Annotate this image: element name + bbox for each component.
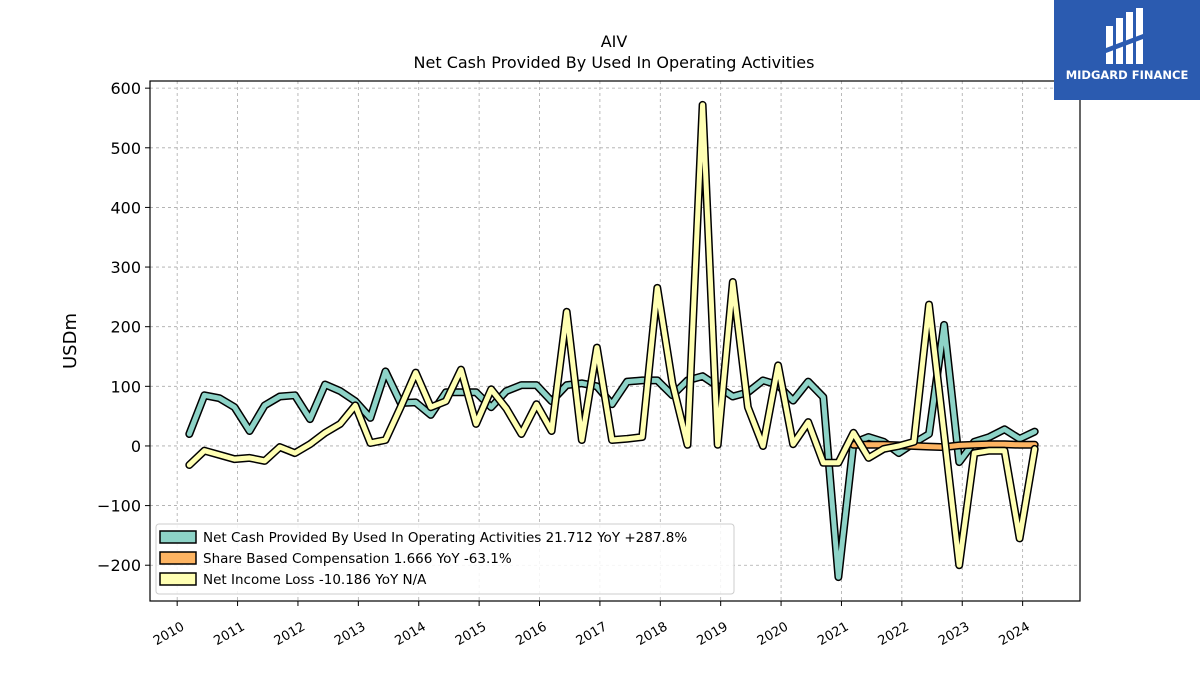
chart-subtitle: Net Cash Provided By Used In Operating A… [414, 53, 815, 72]
x-tick-label: 2024 [996, 619, 1032, 649]
y-axis-label: USDm [60, 313, 81, 369]
y-tick-label: 400 [110, 198, 141, 217]
brand-name: MIDGARD FINANCE [1065, 68, 1189, 82]
y-tick-label: −100 [97, 497, 141, 516]
x-tick-label: 2013 [332, 619, 368, 649]
y-axis: −200 −100 0 100 200 300 400 500 600 [97, 79, 150, 575]
x-tick-label: 2018 [634, 619, 670, 649]
legend: Net Cash Provided By Used In Operating A… [155, 523, 735, 595]
x-tick-label: 2016 [513, 619, 549, 649]
brand-mark-icon [1106, 8, 1143, 64]
brand-logo: MIDGARD FINANCE [1054, 0, 1200, 100]
legend-swatch [159, 551, 197, 565]
chart-title: AIV [601, 32, 628, 51]
x-tick-label: 2017 [574, 619, 610, 649]
x-tick-label: 2022 [876, 619, 912, 649]
x-tick-label: 2014 [393, 619, 429, 649]
legend-box [155, 523, 735, 595]
series-line-2 [186, 102, 1038, 568]
x-axis: 2010 2011 2012 2013 2014 2015 2016 2017 2018 2019… [151, 601, 1033, 649]
y-tick-label: 100 [110, 377, 141, 396]
y-tick-label: 300 [110, 258, 141, 277]
y-tick-label: 500 [110, 139, 141, 158]
y-tick-label: 600 [110, 79, 141, 98]
y-tick-label: −200 [97, 556, 141, 575]
series-lines [185, 100, 1039, 582]
x-tick-label: 2021 [815, 619, 851, 649]
x-tick-label: 2012 [272, 619, 308, 649]
x-tick-label: 2020 [755, 619, 791, 649]
x-tick-label: 2010 [151, 619, 187, 649]
x-tick-label: 2011 [211, 619, 247, 649]
legend-entry-label: Net Cash Provided By Used In Operating A… [203, 530, 687, 546]
y-tick-label: 0 [131, 437, 141, 456]
x-tick-label: 2015 [453, 619, 489, 649]
plot-frame [149, 80, 1081, 602]
series-outline-2 [185, 100, 1039, 570]
legend-entry-label: Net Income Loss -10.186 YoY N/A [203, 572, 427, 588]
legend-swatch [159, 530, 197, 544]
legend-entry-label: Share Based Compensation 1.666 YoY -63.1… [203, 551, 512, 567]
x-tick-label: 2019 [695, 619, 731, 649]
y-tick-label: 200 [110, 318, 141, 337]
legend-swatch [159, 572, 197, 586]
x-tick-label: 2023 [936, 619, 972, 649]
grid-lines [150, 81, 1080, 601]
